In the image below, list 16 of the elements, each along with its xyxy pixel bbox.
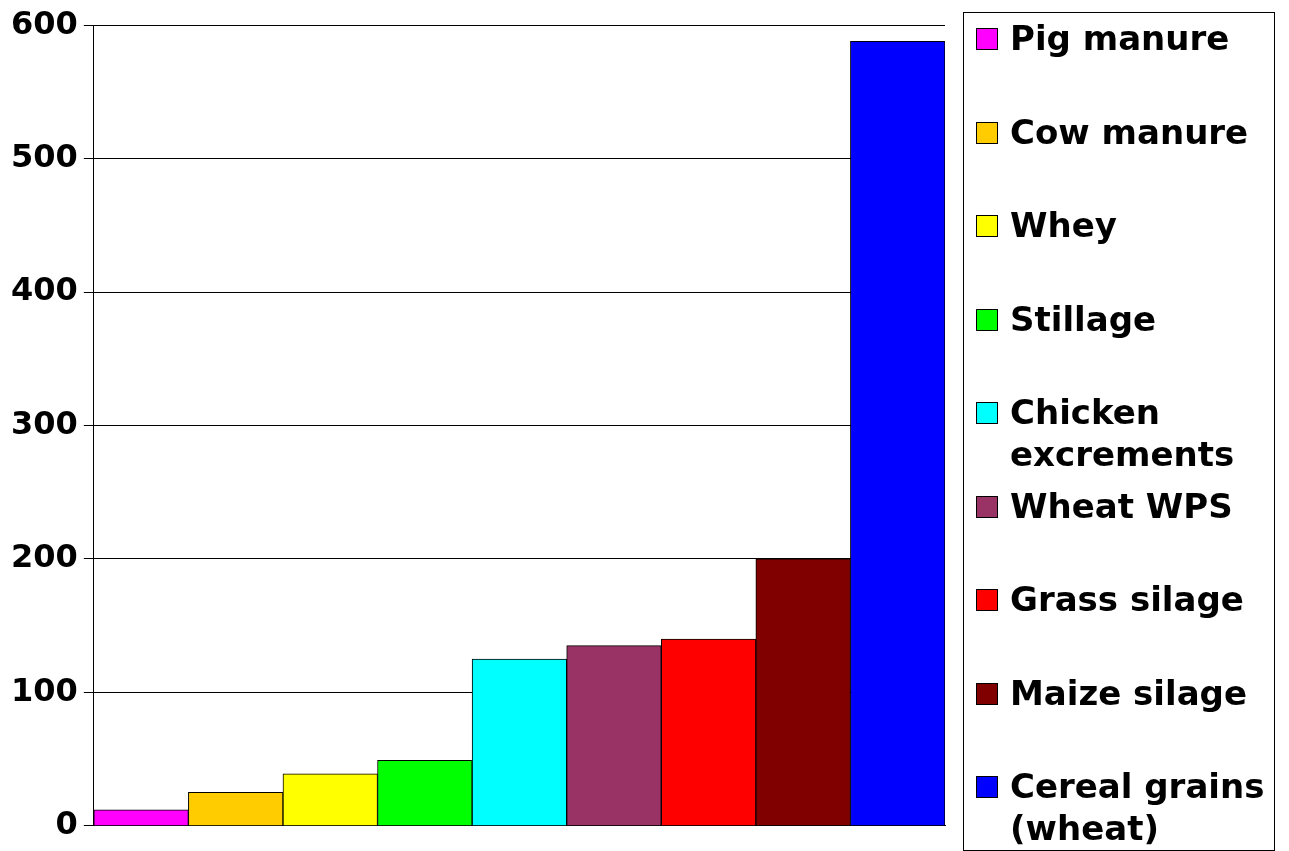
legend-label: Cow manure (1010, 110, 1249, 153)
legend-label: Grass silage (1010, 578, 1244, 620)
legend-label: Whey (1010, 204, 1117, 246)
y-tick-label: 0 (55, 804, 78, 843)
y-tick-label: 200 (11, 537, 78, 576)
legend-label: Stillage (1010, 297, 1157, 340)
y-tick-label: 500 (11, 136, 78, 175)
legend-label: Pig manure (1010, 17, 1230, 59)
y-tick-label: 400 (11, 270, 78, 309)
y-tick-label: 100 (11, 670, 78, 709)
legend-label: Cereal grains (wheat) (1010, 765, 1266, 849)
legend-label: Wheat WPS (1010, 484, 1233, 527)
legend-label: Chicken excrements (1010, 391, 1236, 475)
y-tick-label: 600 (11, 3, 78, 42)
y-tick-label: 300 (11, 403, 78, 442)
legend-label: Maize silage (1010, 671, 1248, 714)
